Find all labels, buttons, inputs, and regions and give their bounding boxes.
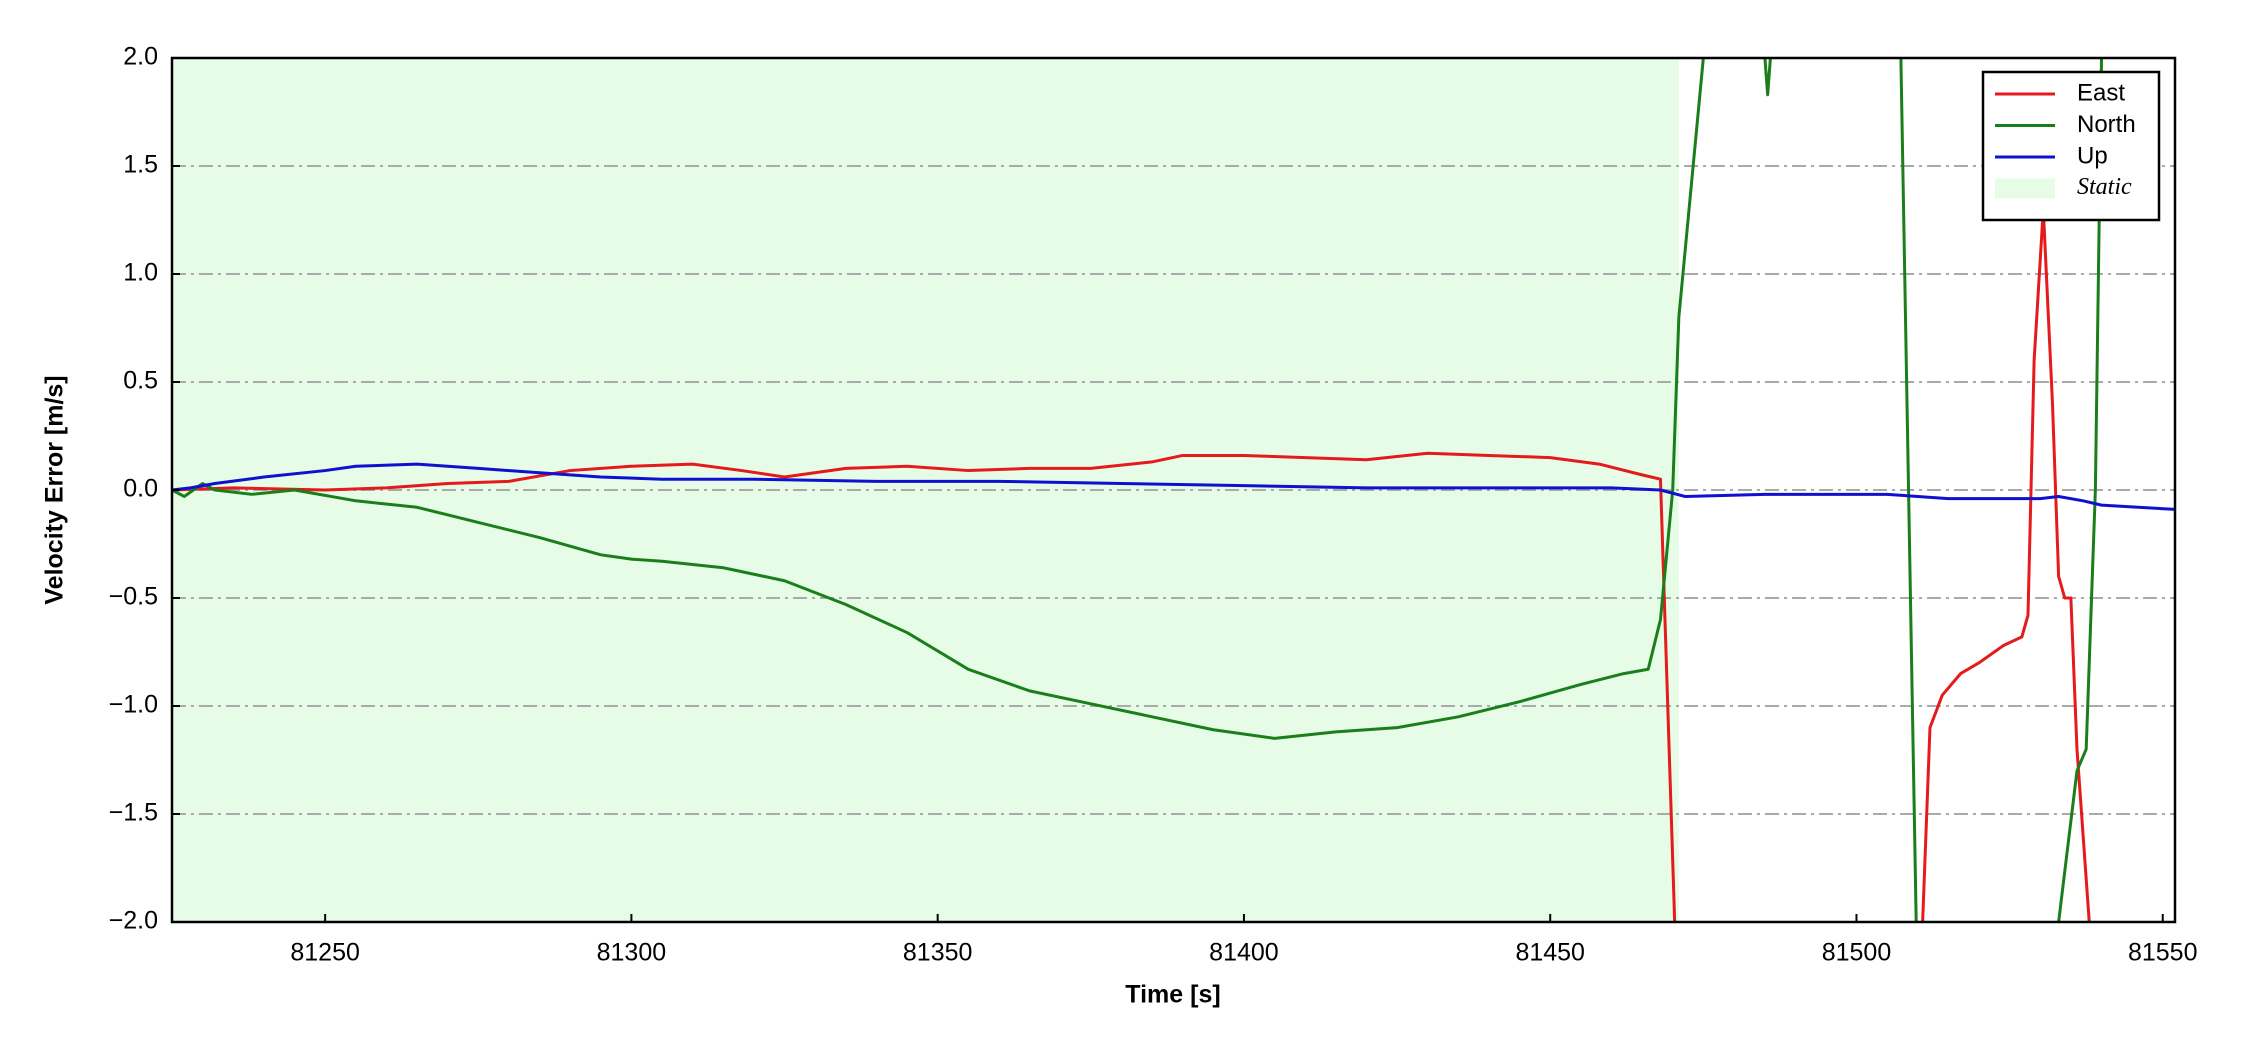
x-tick-label: 81550 — [2128, 939, 2198, 967]
y-tick-label: −0.5 — [109, 583, 158, 611]
legend-label: Static — [2077, 174, 2132, 200]
legend-swatch — [1995, 178, 2055, 199]
y-tick-label: 1.0 — [123, 259, 158, 287]
series-line — [172, 207, 2091, 922]
legend-label: North — [2077, 111, 2136, 138]
x-tick-label: 81350 — [903, 939, 973, 967]
y-tick-label: −1.0 — [109, 691, 158, 719]
lines-layer — [172, 58, 2175, 922]
x-axis-label: Time [s] — [1125, 981, 1220, 1009]
legend-label: Up — [2077, 142, 2108, 169]
x-tick-label: 81300 — [597, 939, 667, 967]
y-tick-label: 0.5 — [123, 367, 158, 395]
y-tick-label: −1.5 — [109, 799, 158, 827]
y-axis-label: Velocity Error [m/s] — [41, 375, 69, 604]
y-tick-label: 2.0 — [123, 43, 158, 71]
series-line — [172, 462, 2175, 511]
x-tick-label: 81450 — [1515, 939, 1585, 967]
x-tick-label: 81250 — [290, 939, 360, 967]
axes-layer: −2.0 −1.5 −1.0 −0.5 0.0 0.5 1.0 1.5 2.0 81250 8130… — [109, 43, 2198, 967]
y-tick-label: −2.0 — [109, 907, 158, 935]
y-tick-label: 0.0 — [123, 475, 158, 503]
x-tick-label: 81500 — [1822, 939, 1892, 967]
plot-frame — [170, 56, 2177, 924]
x-tick-label: 81400 — [1209, 939, 1279, 967]
y-tick-label: 1.5 — [123, 151, 158, 179]
series-line — [172, 58, 2104, 922]
legend-label: East — [2077, 79, 2125, 106]
